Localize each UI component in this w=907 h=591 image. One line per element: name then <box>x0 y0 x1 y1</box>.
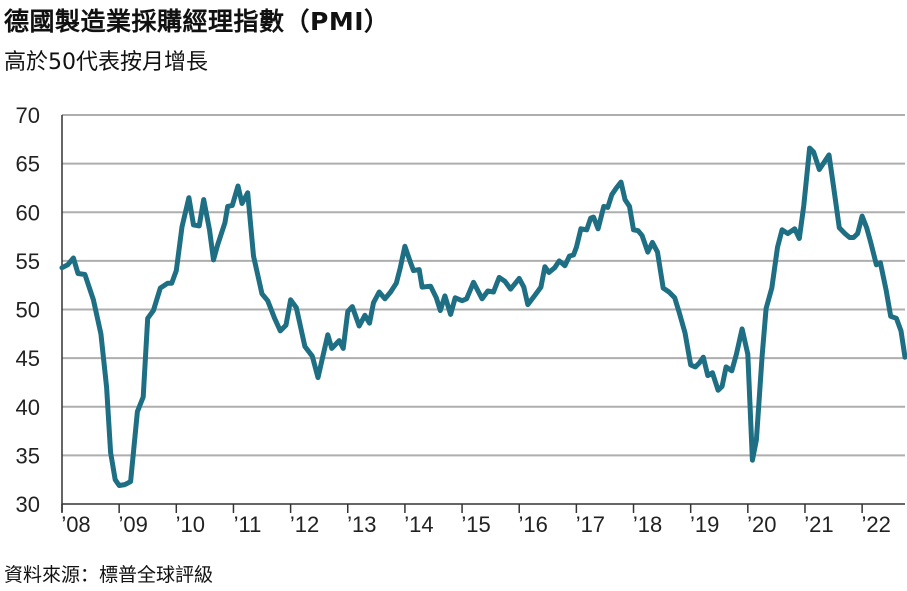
series-group <box>59 145 907 488</box>
y-tick-label-30: 30 <box>16 492 40 517</box>
x-tick-label-2022: ’22 <box>861 512 890 537</box>
x-tick-label-2016: ’16 <box>519 512 548 537</box>
x-tick-label-2021: ’21 <box>804 512 833 537</box>
y-tick-label-40: 40 <box>16 395 40 420</box>
y-tick-label-45: 45 <box>16 346 40 371</box>
x-tick-label-2009: ’09 <box>118 512 147 537</box>
y-tick-label-55: 55 <box>16 249 40 274</box>
x-tick-label-2014: ’14 <box>404 512 433 537</box>
x-tick-label-2012: ’12 <box>290 512 319 537</box>
y-axis-ticks: 30 35 40 45 50 55 60 65 70 <box>16 103 40 517</box>
gridlines <box>62 114 905 457</box>
chart-title: 德國製造業採購經理指數（PMI） <box>4 7 390 36</box>
x-tick-label-2018: ’18 <box>633 512 662 537</box>
source-note: 資料來源：標普全球評級 <box>4 564 214 586</box>
x-tick-label-2017: ’17 <box>576 512 605 537</box>
x-axis-ticks: ’08 ’09 ’10 ’11 ’12 ’13 ’14 ’15 ’16 ’17 ’18 ’19 ’20 ’… <box>61 504 891 537</box>
x-tick-label-2011: ’11 <box>234 512 262 537</box>
y-tick-label-65: 65 <box>16 152 40 177</box>
y-tick-label-70: 70 <box>16 103 40 128</box>
x-tick-label-2019: ’19 <box>690 512 719 537</box>
axes <box>61 115 905 512</box>
y-tick-label-60: 60 <box>16 200 40 225</box>
y-tick-label-50: 50 <box>16 298 40 323</box>
x-tick-label-2008: ’08 <box>61 512 90 537</box>
chart-subtitle: 高於50代表按月增長 <box>4 50 208 75</box>
y-tick-label-35: 35 <box>16 443 40 468</box>
series-line-0 <box>59 145 907 488</box>
x-tick-label-2020: ’20 <box>747 512 776 537</box>
x-tick-label-2013: ’13 <box>347 512 376 537</box>
x-tick-label-2015: ’15 <box>461 512 490 537</box>
x-tick-label-2010: ’10 <box>176 512 205 537</box>
